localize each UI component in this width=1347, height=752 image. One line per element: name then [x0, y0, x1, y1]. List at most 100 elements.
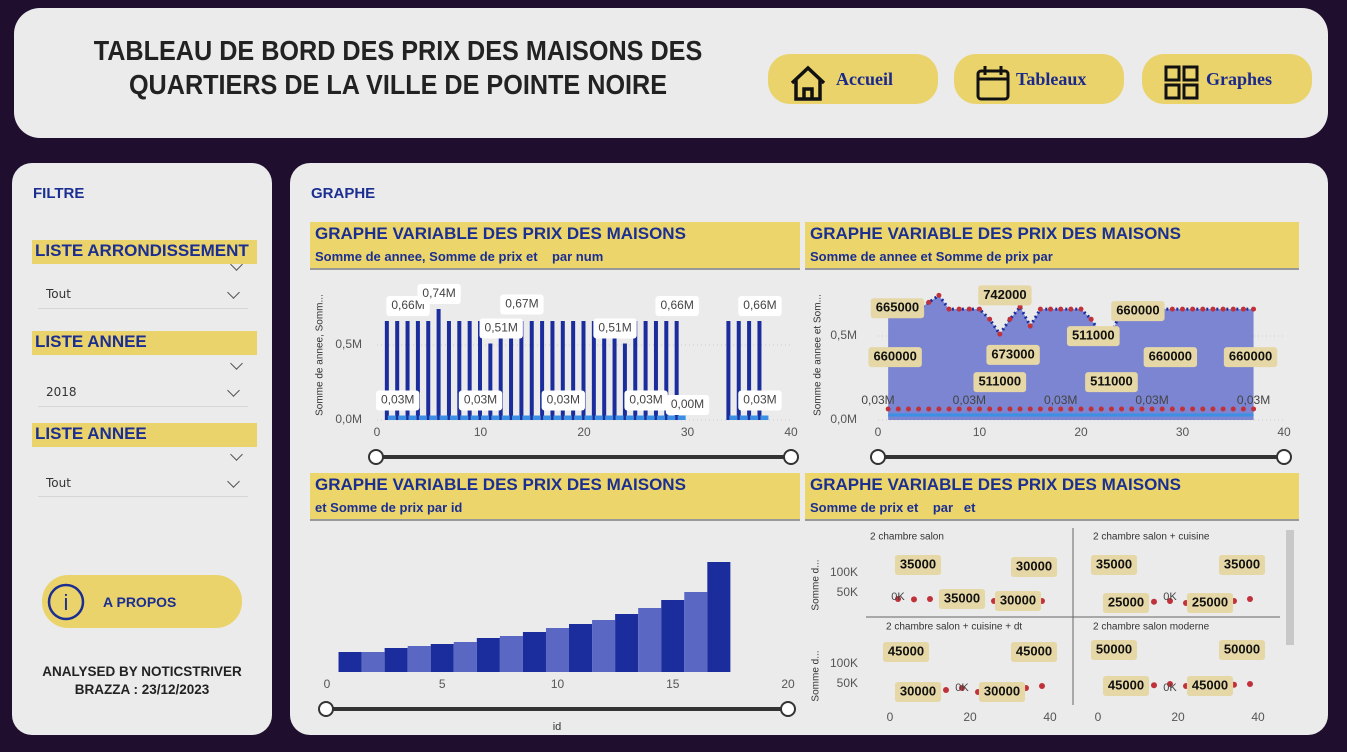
data-label-box	[994, 591, 1042, 611]
credit-line: BRAZZA : 23/12/2023	[74, 682, 210, 697]
data-label: 511000	[978, 374, 1021, 389]
point	[1180, 406, 1185, 412]
data-label: 660000	[1229, 349, 1272, 364]
data-label: 0,74M	[422, 286, 455, 300]
point	[1180, 306, 1185, 312]
slider[interactable]	[870, 449, 1292, 465]
data-label-box	[1085, 372, 1138, 393]
point	[895, 596, 901, 602]
point	[1139, 406, 1145, 412]
data-label-box	[1090, 640, 1138, 660]
bar	[739, 415, 748, 420]
data-label-box	[500, 294, 544, 315]
bar	[398, 415, 407, 420]
bar	[638, 608, 662, 672]
x-tick-label: 0	[324, 677, 331, 691]
bar	[545, 628, 570, 672]
nav-button[interactable]: Accueil	[768, 54, 938, 104]
bar	[519, 321, 524, 420]
bar	[498, 319, 503, 420]
point	[1017, 304, 1023, 310]
bar	[418, 415, 427, 420]
point	[1169, 306, 1175, 312]
data-label: 0K	[891, 591, 905, 603]
data-label: 673000	[991, 346, 1034, 361]
bar	[594, 415, 603, 420]
bar	[574, 415, 583, 420]
bar	[509, 321, 514, 420]
data-label: 511000	[1072, 328, 1115, 343]
slider[interactable]	[368, 449, 799, 465]
data-label: 30000	[1016, 558, 1052, 573]
data-label-box	[1090, 555, 1138, 575]
bar	[476, 638, 500, 672]
underline	[38, 308, 248, 309]
x-tick-label: 0	[374, 425, 381, 439]
x-tick-label: 0	[875, 425, 882, 439]
data-label-box	[973, 372, 1027, 393]
panel-header: GRAPHE VARIABLE DES PRIX DES MAISONS Somm…	[805, 473, 1299, 521]
panel-title: GRAPHE VARIABLE DES PRIX DES MAISONS	[315, 224, 686, 243]
point	[1151, 598, 1157, 605]
point	[911, 596, 917, 603]
bar	[581, 321, 586, 420]
point	[936, 292, 942, 298]
point	[1230, 306, 1236, 312]
about-button[interactable]: i A PROPOS	[42, 575, 242, 628]
panel-title: GRAPHE VARIABLE DES PRIX DES MAISONS	[810, 224, 1181, 243]
data-label-box	[541, 390, 585, 411]
x-tick-label: 40	[784, 425, 798, 439]
point	[1210, 306, 1216, 312]
nav-label: Accueil	[836, 69, 893, 89]
data-label-box	[1010, 557, 1058, 577]
bar	[605, 415, 614, 420]
data-label-box	[868, 347, 922, 368]
sidebar-title: FILTRE	[33, 185, 85, 202]
point	[1167, 598, 1173, 604]
bar	[405, 321, 410, 420]
data-label: 45000	[1108, 677, 1144, 692]
bar	[453, 642, 477, 672]
bar	[361, 652, 385, 672]
data-label-box	[1218, 555, 1266, 575]
x-tick-label: 20	[577, 425, 591, 439]
bar	[615, 614, 639, 672]
data-label: 0,03M	[1044, 393, 1077, 407]
point	[987, 316, 993, 322]
data-label: 25000	[1192, 594, 1228, 609]
point	[966, 406, 972, 412]
bar	[757, 321, 762, 420]
filter-value[interactable]: Tout	[46, 476, 71, 490]
point	[1167, 681, 1173, 687]
data-label: 0,51M	[598, 321, 631, 335]
data-label: 0,03M	[743, 393, 776, 407]
point	[926, 406, 932, 412]
bar	[563, 415, 572, 420]
bar	[522, 632, 546, 672]
x-tick-label: 0	[887, 710, 894, 724]
nav-button[interactable]: Graphes	[1142, 54, 1312, 104]
slider[interactable]	[318, 701, 796, 717]
data-label: 0,03M	[953, 393, 986, 407]
nav-label: Graphes	[1206, 69, 1273, 89]
data-label: 0,66M	[660, 298, 693, 312]
filter-value[interactable]: Tout	[46, 287, 71, 301]
data-label-box	[1186, 593, 1234, 613]
point	[905, 406, 911, 412]
data-label-box	[978, 285, 1032, 306]
data-label-box	[655, 296, 699, 316]
point	[1200, 406, 1206, 412]
data-label-box	[1143, 347, 1198, 368]
panel-title: GRAPHE VARIABLE DES PRIX DES MAISONS	[810, 475, 1181, 494]
bar	[407, 646, 431, 672]
bar	[750, 415, 759, 420]
data-label: 0,51M	[485, 321, 518, 335]
data-label-box	[593, 318, 637, 339]
bar	[543, 415, 552, 420]
facet-title: 2 chambre salon	[870, 532, 944, 543]
nav-button[interactable]: Tableaux	[954, 54, 1124, 104]
data-label: 660000	[1116, 303, 1159, 318]
filter-value[interactable]: 2018	[46, 385, 77, 399]
scrollbar[interactable]	[1286, 530, 1294, 645]
